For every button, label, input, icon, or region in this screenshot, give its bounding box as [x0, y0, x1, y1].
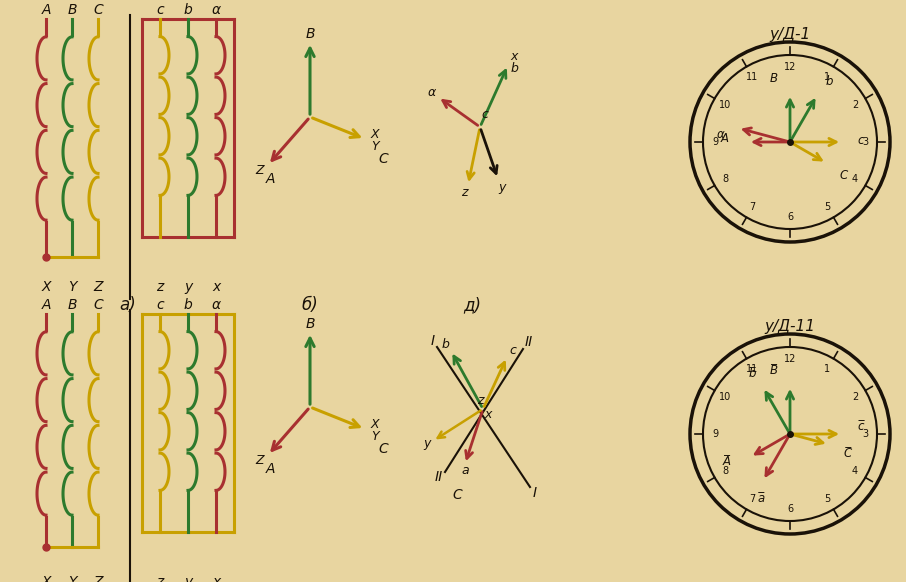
Text: B̅: B̅ — [770, 364, 778, 378]
Text: z: z — [157, 575, 164, 582]
Text: II: II — [435, 470, 443, 484]
Text: I: I — [533, 486, 537, 500]
Text: A: A — [42, 298, 51, 312]
Text: 2: 2 — [852, 392, 858, 402]
Text: X: X — [371, 127, 380, 140]
Text: x: x — [212, 575, 220, 582]
Text: B: B — [67, 298, 77, 312]
Text: Y: Y — [68, 575, 76, 582]
Text: B: B — [770, 73, 778, 86]
Text: II: II — [525, 335, 533, 349]
Text: α: α — [211, 298, 220, 312]
Text: Y: Y — [68, 280, 76, 294]
Text: b: b — [184, 3, 192, 17]
Text: y: y — [423, 438, 430, 450]
Text: Y: Y — [371, 431, 379, 443]
Text: 7: 7 — [749, 202, 756, 212]
Text: 12: 12 — [784, 62, 796, 72]
Text: б): б) — [302, 296, 318, 314]
Text: A: A — [265, 172, 275, 186]
Text: а): а) — [120, 296, 137, 314]
Text: c: c — [509, 345, 516, 357]
Text: Z: Z — [255, 455, 265, 467]
Text: z: z — [157, 280, 164, 294]
Text: 5: 5 — [824, 202, 831, 212]
Text: Z: Z — [93, 575, 102, 582]
Text: c: c — [156, 298, 164, 312]
Text: z: z — [477, 395, 483, 407]
Text: a̅: a̅ — [758, 492, 766, 505]
Text: 12: 12 — [784, 354, 796, 364]
Text: b: b — [441, 338, 449, 350]
Text: α: α — [428, 87, 436, 100]
Text: 6: 6 — [787, 504, 793, 514]
Text: A: A — [42, 3, 51, 17]
Text: 3: 3 — [862, 137, 868, 147]
Text: A: A — [265, 462, 275, 476]
Text: X: X — [42, 575, 51, 582]
Text: 1: 1 — [824, 364, 831, 374]
Text: a: a — [461, 464, 468, 477]
Text: B: B — [305, 317, 314, 331]
Text: 5: 5 — [824, 494, 831, 504]
Text: Z: Z — [93, 280, 102, 294]
Text: 9: 9 — [712, 137, 718, 147]
Text: b̅: b̅ — [748, 367, 757, 381]
Text: 8: 8 — [722, 175, 728, 184]
Text: 6: 6 — [787, 212, 793, 222]
Text: x: x — [510, 51, 517, 63]
Text: 1: 1 — [824, 72, 831, 82]
Text: C̅: C̅ — [843, 447, 852, 460]
Text: у/Д-11: у/Д-11 — [765, 318, 815, 333]
Text: X: X — [371, 417, 380, 431]
Text: B: B — [305, 27, 314, 41]
Text: α: α — [717, 128, 724, 141]
Text: c: c — [858, 133, 864, 147]
Text: 11: 11 — [747, 364, 758, 374]
Text: 8: 8 — [722, 467, 728, 477]
Text: B: B — [67, 3, 77, 17]
Text: z: z — [461, 186, 467, 200]
Text: y: y — [498, 180, 506, 193]
Text: Z: Z — [255, 165, 265, 178]
Text: I: I — [431, 334, 435, 348]
Text: C: C — [93, 3, 103, 17]
Text: C: C — [840, 169, 848, 182]
Text: x: x — [485, 409, 492, 421]
Text: 9: 9 — [712, 429, 718, 439]
Text: x: x — [212, 280, 220, 294]
Text: 10: 10 — [719, 100, 731, 109]
Text: 4: 4 — [852, 467, 858, 477]
Text: A: A — [721, 132, 729, 144]
Text: C: C — [93, 298, 103, 312]
Text: C: C — [378, 152, 388, 166]
Text: 4: 4 — [852, 175, 858, 184]
Text: 10: 10 — [719, 392, 731, 402]
Text: у/Д-1: у/Д-1 — [769, 27, 811, 41]
Text: С: С — [452, 488, 462, 502]
Text: α: α — [211, 3, 220, 17]
Text: 3: 3 — [862, 429, 868, 439]
Text: c: c — [156, 3, 164, 17]
Text: c̅: c̅ — [858, 420, 864, 432]
Text: д): д) — [463, 296, 481, 314]
Text: b: b — [184, 298, 192, 312]
Text: b: b — [510, 62, 518, 76]
Text: 7: 7 — [749, 494, 756, 504]
Text: y: y — [184, 280, 192, 294]
Text: 2: 2 — [852, 100, 858, 109]
Text: b: b — [825, 76, 834, 88]
Text: y: y — [184, 575, 192, 582]
Text: A̅: A̅ — [723, 455, 731, 468]
Text: C: C — [378, 442, 388, 456]
Text: c: c — [482, 108, 488, 122]
Text: 11: 11 — [747, 72, 758, 82]
Text: Y: Y — [371, 140, 379, 154]
Text: X: X — [42, 280, 51, 294]
